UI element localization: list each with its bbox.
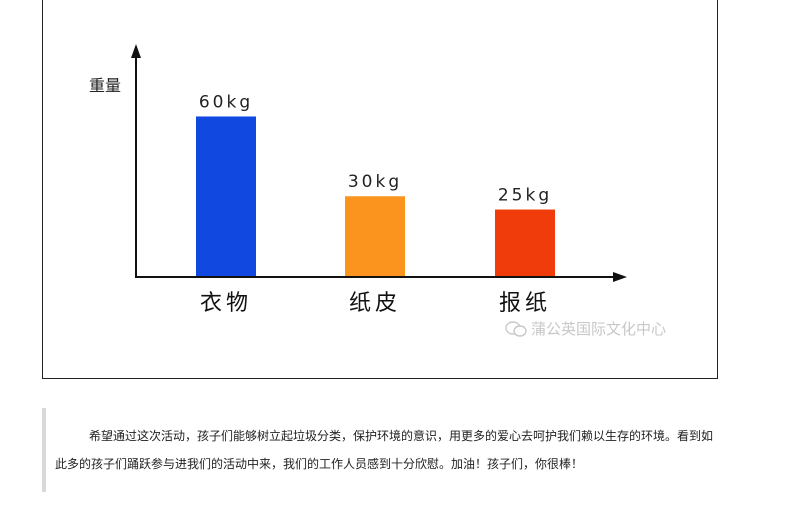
bar-value-label: 30kg <box>348 172 402 192</box>
bars-group: 60kg 衣物 30kg 纸皮 25kg 报纸 <box>196 92 555 316</box>
x-axis-arrow <box>613 272 627 282</box>
wechat-icon <box>505 320 527 337</box>
bar-2 <box>345 196 405 276</box>
chart-image-frame <box>42 0 718 379</box>
y-axis-arrow <box>131 44 141 58</box>
quote-bar <box>42 408 46 492</box>
bar-1 <box>196 116 256 277</box>
watermark-text: 蒲公英国际文化中心 <box>531 320 667 338</box>
article-paragraph: 希望通过这次活动，孩子们能够树立起垃圾分类，保护环境的意识，用更多的爱心去呵护我… <box>55 429 714 471</box>
x-tick-label: 报纸 <box>499 291 551 316</box>
bar-3 <box>495 209 555 276</box>
bar-value-label: 25kg <box>498 186 552 206</box>
x-tick-label: 衣物 <box>200 291 252 316</box>
x-tick-label: 纸皮 <box>349 291 401 316</box>
bar-chart: 重量 60kg 衣物 30kg 纸皮 25kg 报纸 <box>89 44 627 316</box>
y-axis-label: 重量 <box>89 76 121 95</box>
watermark: 蒲公英国际文化中心 <box>505 318 666 339</box>
bar-value-label: 60kg <box>199 92 253 112</box>
